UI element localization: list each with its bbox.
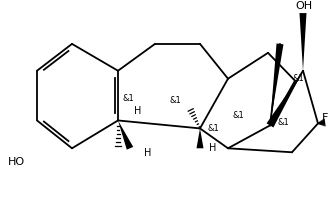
Text: &1: &1 (122, 94, 134, 103)
Polygon shape (299, 13, 306, 71)
Polygon shape (118, 120, 133, 150)
Text: OH: OH (295, 1, 312, 11)
Polygon shape (266, 71, 303, 128)
Polygon shape (270, 44, 284, 125)
Polygon shape (197, 129, 204, 148)
Text: H: H (209, 143, 217, 153)
Text: H: H (144, 148, 152, 158)
Text: &1: &1 (232, 111, 244, 120)
Text: H: H (134, 106, 142, 115)
Text: &1: &1 (169, 96, 181, 105)
Text: HO: HO (8, 157, 25, 167)
Text: &1: &1 (277, 118, 289, 127)
Text: F: F (322, 113, 328, 124)
Text: &1: &1 (292, 74, 304, 83)
Text: &1: &1 (207, 124, 219, 133)
